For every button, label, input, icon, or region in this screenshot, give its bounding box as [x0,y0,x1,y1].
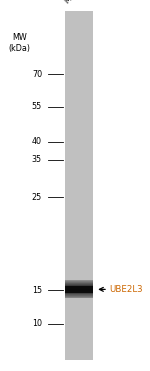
Bar [64,286,93,293]
Bar [64,281,93,282]
Bar [64,291,93,292]
Text: 70: 70 [32,70,42,79]
Bar [64,295,93,296]
Bar [64,293,93,294]
Bar [64,283,93,284]
Bar [64,281,93,282]
Text: 25: 25 [32,193,42,202]
Bar [64,283,93,284]
Bar [64,295,93,296]
Text: 15: 15 [32,286,42,295]
Bar [64,11,93,360]
Text: UBE2L3: UBE2L3 [110,285,143,294]
Text: 55: 55 [32,102,42,111]
Bar [64,296,93,297]
Bar [64,280,93,281]
Bar [64,294,93,295]
Bar [64,295,93,296]
Bar [64,293,93,294]
Bar [64,284,93,285]
Text: 35: 35 [32,155,42,164]
Bar [64,286,93,287]
Bar [64,294,93,295]
Bar [64,288,93,289]
Bar [64,285,93,286]
Bar [64,296,93,297]
Bar [64,291,93,292]
Text: 10: 10 [32,319,42,328]
Bar [64,290,93,291]
Bar [64,284,93,285]
Bar [64,287,93,288]
Bar [64,287,93,288]
Bar [64,286,93,287]
Bar [64,282,93,283]
Bar [64,290,93,291]
Bar [64,287,93,288]
Bar [64,285,93,286]
Text: MW
(kDa): MW (kDa) [9,33,30,53]
Bar [64,284,93,285]
Text: 40: 40 [32,137,42,146]
Bar [64,285,93,286]
Bar [64,289,93,290]
Bar [64,297,93,298]
Bar [64,286,93,287]
Bar [64,282,93,283]
Bar [64,296,93,297]
Bar [64,292,93,293]
Bar [64,292,93,293]
Bar [64,290,93,291]
Text: Mouse testis: Mouse testis [63,0,105,6]
Bar [64,297,93,298]
Bar [64,288,93,289]
Bar [64,297,93,298]
Bar [64,280,93,281]
Bar [64,280,93,281]
Bar [64,289,93,290]
Bar [64,288,93,289]
Bar [64,289,93,290]
Bar [64,294,93,295]
